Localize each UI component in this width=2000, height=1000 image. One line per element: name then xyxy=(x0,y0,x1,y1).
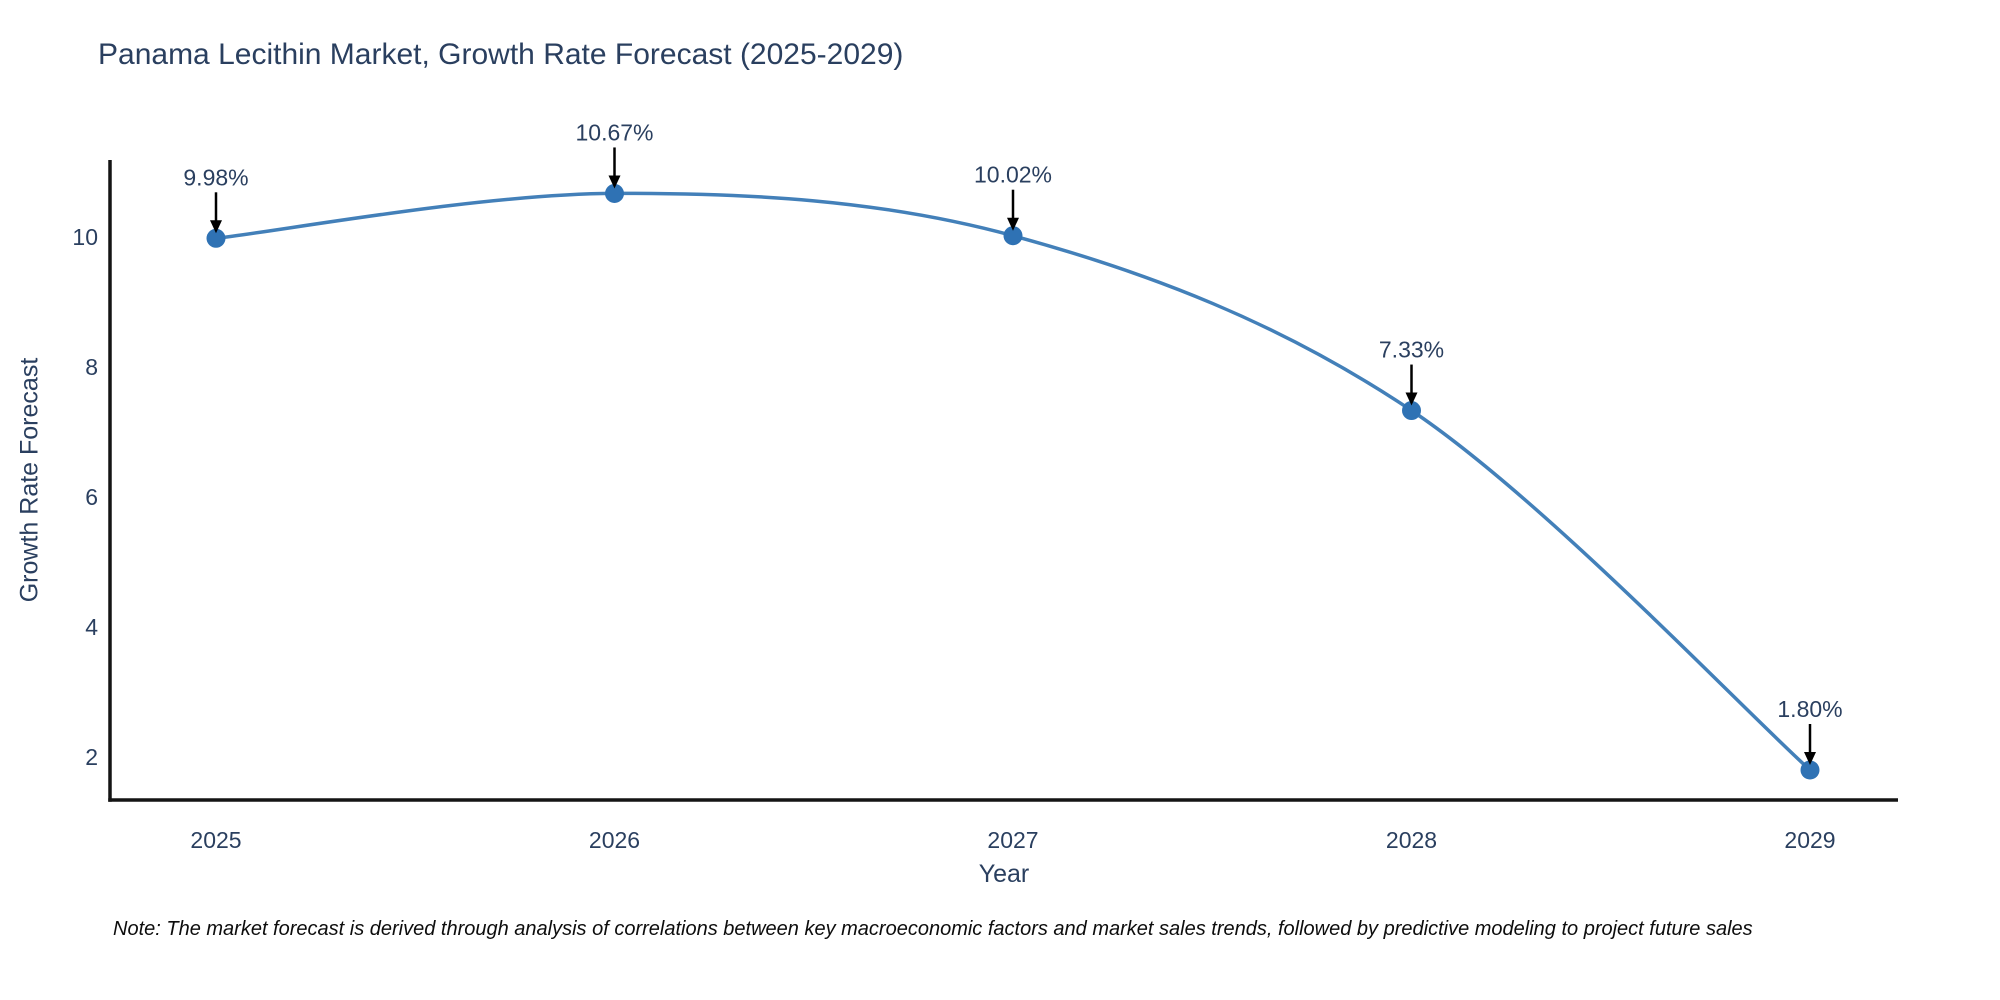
y-tick-label: 8 xyxy=(85,354,98,380)
footnote: Note: The market forecast is derived thr… xyxy=(113,918,1753,940)
x-tick-label: 2029 xyxy=(1784,827,1835,853)
x-axis-title: Year xyxy=(978,860,1030,888)
annotation-label: 9.98% xyxy=(183,164,248,190)
y-tick-label: 4 xyxy=(85,614,98,640)
data-point-marker xyxy=(605,183,624,203)
annotation-arrowhead xyxy=(1007,217,1019,231)
x-tick-label: 2026 xyxy=(589,827,640,853)
annotation-label: 10.67% xyxy=(575,119,653,145)
annotation-arrowhead xyxy=(210,220,222,234)
x-tick-label: 2028 xyxy=(1386,827,1437,853)
data-point-marker xyxy=(206,228,226,248)
annotation-arrowhead xyxy=(608,175,621,189)
y-tick-label: 6 xyxy=(85,484,98,510)
x-tick-label: 2025 xyxy=(190,827,241,853)
data-point-marker xyxy=(1003,226,1023,246)
data-point-marker xyxy=(1402,401,1421,421)
chart-title: Panama Lecithin Market, Growth Rate Fore… xyxy=(98,38,904,71)
annotation-arrowhead xyxy=(1405,392,1418,406)
annotation-label: 1.80% xyxy=(1777,696,1842,722)
x-tick-label: 2027 xyxy=(987,827,1038,853)
annotation-label: 10.02% xyxy=(974,162,1052,188)
annotation-label: 7.33% xyxy=(1379,337,1444,363)
y-tick-label: 2 xyxy=(85,744,98,770)
data-point-marker xyxy=(1800,760,1820,780)
trend-line xyxy=(214,191,1812,772)
y-axis-title: Growth Rate Forecast xyxy=(15,357,44,603)
annotation-arrowhead xyxy=(1804,752,1816,765)
y-tick-label: 10 xyxy=(72,224,98,250)
